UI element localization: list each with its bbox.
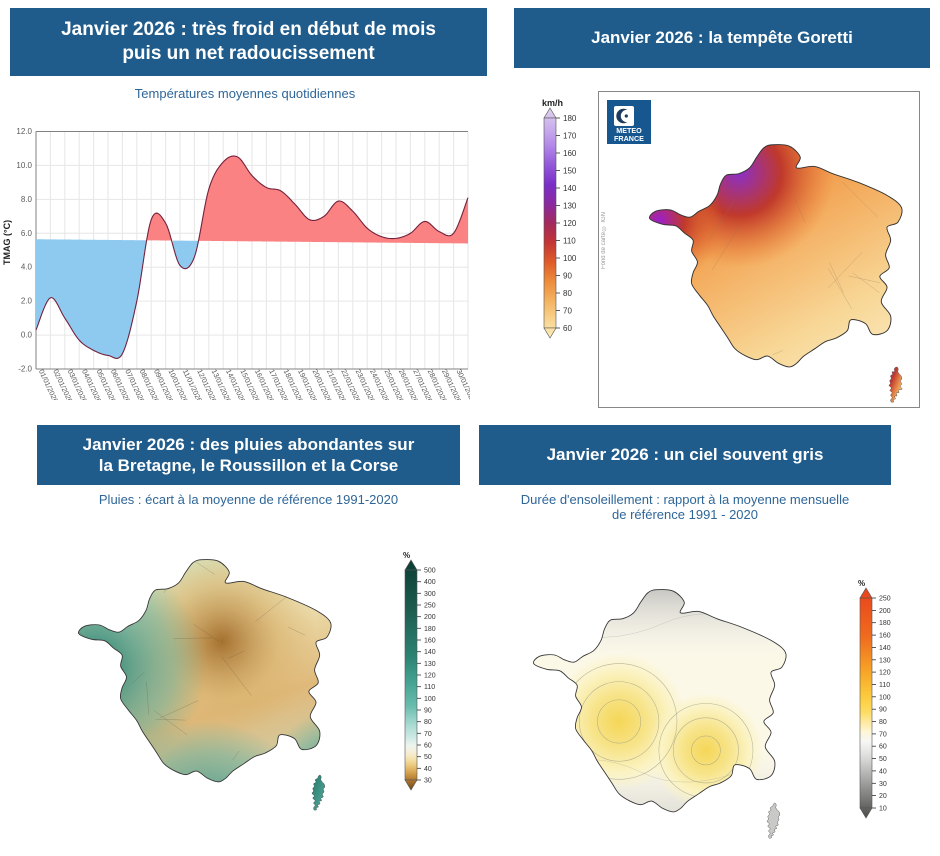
svg-text:90: 90 (424, 708, 432, 715)
svg-text:160: 160 (424, 638, 436, 645)
svg-text:500: 500 (424, 568, 436, 575)
svg-text:250: 250 (424, 603, 436, 610)
svg-text:100: 100 (879, 694, 891, 701)
svg-text:50: 50 (424, 754, 432, 761)
svg-text:180: 180 (424, 626, 436, 633)
svg-text:400: 400 (424, 579, 436, 586)
svg-text:110: 110 (563, 236, 576, 245)
svg-text:TMAG (°C): TMAG (°C) (2, 220, 12, 265)
svg-text:70: 70 (563, 306, 572, 315)
svg-text:4.0: 4.0 (21, 263, 33, 272)
svg-text:140: 140 (563, 184, 577, 193)
svg-text:30: 30 (424, 778, 432, 785)
svg-text:160: 160 (879, 633, 891, 640)
svg-text:100: 100 (563, 254, 577, 263)
svg-text:140: 140 (879, 645, 891, 652)
svg-text:120: 120 (879, 670, 891, 677)
svg-text:10: 10 (879, 806, 887, 813)
svg-text:170: 170 (563, 131, 577, 140)
svg-text:140: 140 (424, 649, 436, 656)
svg-text:300: 300 (424, 591, 436, 598)
svg-text:6.0: 6.0 (21, 229, 33, 238)
svg-text:100: 100 (424, 696, 436, 703)
svg-text:60: 60 (563, 324, 572, 333)
svg-text:70: 70 (879, 731, 887, 738)
svg-text:30: 30 (879, 781, 887, 788)
svg-text:160: 160 (563, 149, 577, 158)
svg-text:80: 80 (563, 289, 572, 298)
svg-text:90: 90 (879, 707, 887, 714)
svg-text:130: 130 (424, 661, 436, 668)
svg-text:80: 80 (879, 719, 887, 726)
svg-text:150: 150 (563, 166, 577, 175)
svg-text:70: 70 (424, 731, 432, 738)
svg-text:130: 130 (879, 657, 891, 664)
svg-text:120: 120 (563, 219, 577, 228)
svg-text:200: 200 (424, 614, 436, 621)
svg-text:50: 50 (879, 756, 887, 763)
svg-text:60: 60 (424, 743, 432, 750)
svg-text:250: 250 (879, 596, 891, 603)
svg-text:130: 130 (563, 201, 577, 210)
svg-text:km/h: km/h (542, 98, 563, 108)
svg-text:40: 40 (879, 768, 887, 775)
svg-text:120: 120 (424, 673, 436, 680)
svg-text:200: 200 (879, 608, 891, 615)
svg-text:%: % (858, 579, 865, 588)
svg-text:110: 110 (879, 682, 890, 689)
svg-text:180: 180 (879, 620, 891, 627)
svg-text:40: 40 (424, 766, 432, 773)
svg-text:-2.0: -2.0 (18, 365, 32, 374)
svg-text:90: 90 (563, 271, 572, 280)
svg-text:80: 80 (424, 719, 432, 726)
svg-text:0.0: 0.0 (21, 331, 33, 340)
svg-text:20: 20 (879, 793, 887, 800)
svg-text:110: 110 (424, 684, 435, 691)
svg-text:%: % (403, 551, 410, 560)
svg-text:60: 60 (879, 744, 887, 751)
svg-text:2.0: 2.0 (21, 297, 33, 306)
svg-text:12.0: 12.0 (16, 127, 32, 136)
svg-text:180: 180 (563, 114, 577, 123)
svg-text:8.0: 8.0 (21, 195, 33, 204)
svg-text:10.0: 10.0 (16, 161, 32, 170)
